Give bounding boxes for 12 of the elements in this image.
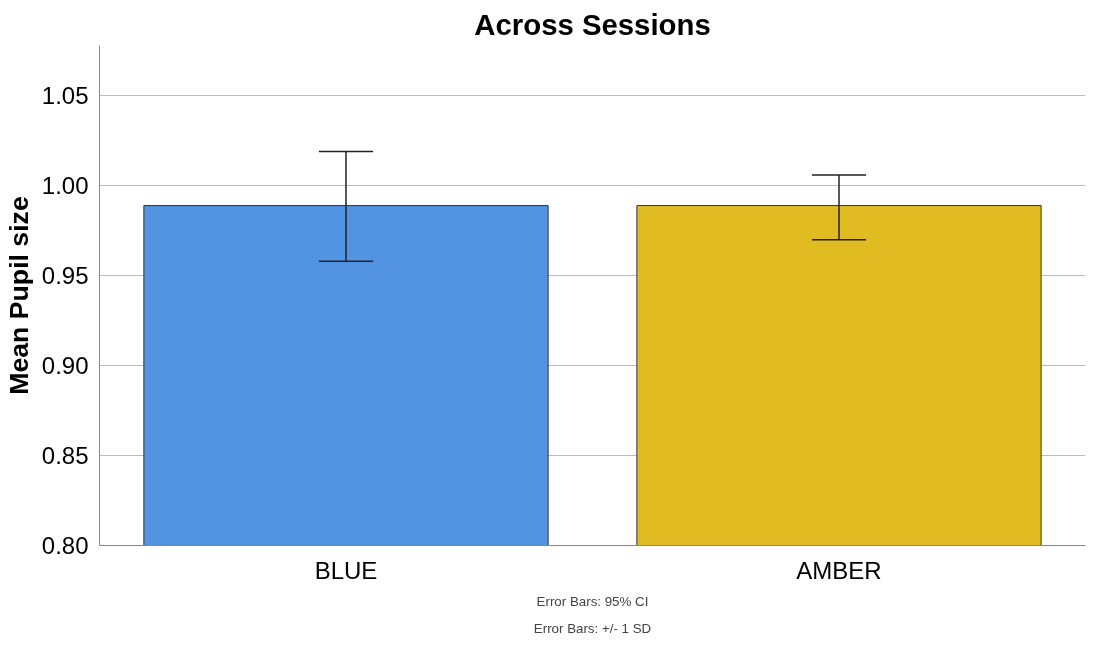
chart-title: Across Sessions [474, 7, 711, 41]
y-tick-label: 0.85 [41, 442, 89, 470]
y-tick-label: 1.00 [41, 172, 89, 200]
y-tick-label: 0.80 [41, 532, 89, 559]
y-axis-title: Mean Pupil size [3, 196, 34, 395]
x-tick-label: AMBER [796, 556, 882, 584]
x-tick-label: BLUE [314, 556, 378, 584]
y-tick-label: 1.05 [41, 82, 89, 110]
y-tick-label: 0.90 [41, 352, 89, 380]
y-tick-label: 0.95 [41, 262, 89, 290]
text: Error Bars: 95% CI [536, 593, 649, 609]
text: Error Bars: +/- 1 SD [533, 620, 652, 636]
